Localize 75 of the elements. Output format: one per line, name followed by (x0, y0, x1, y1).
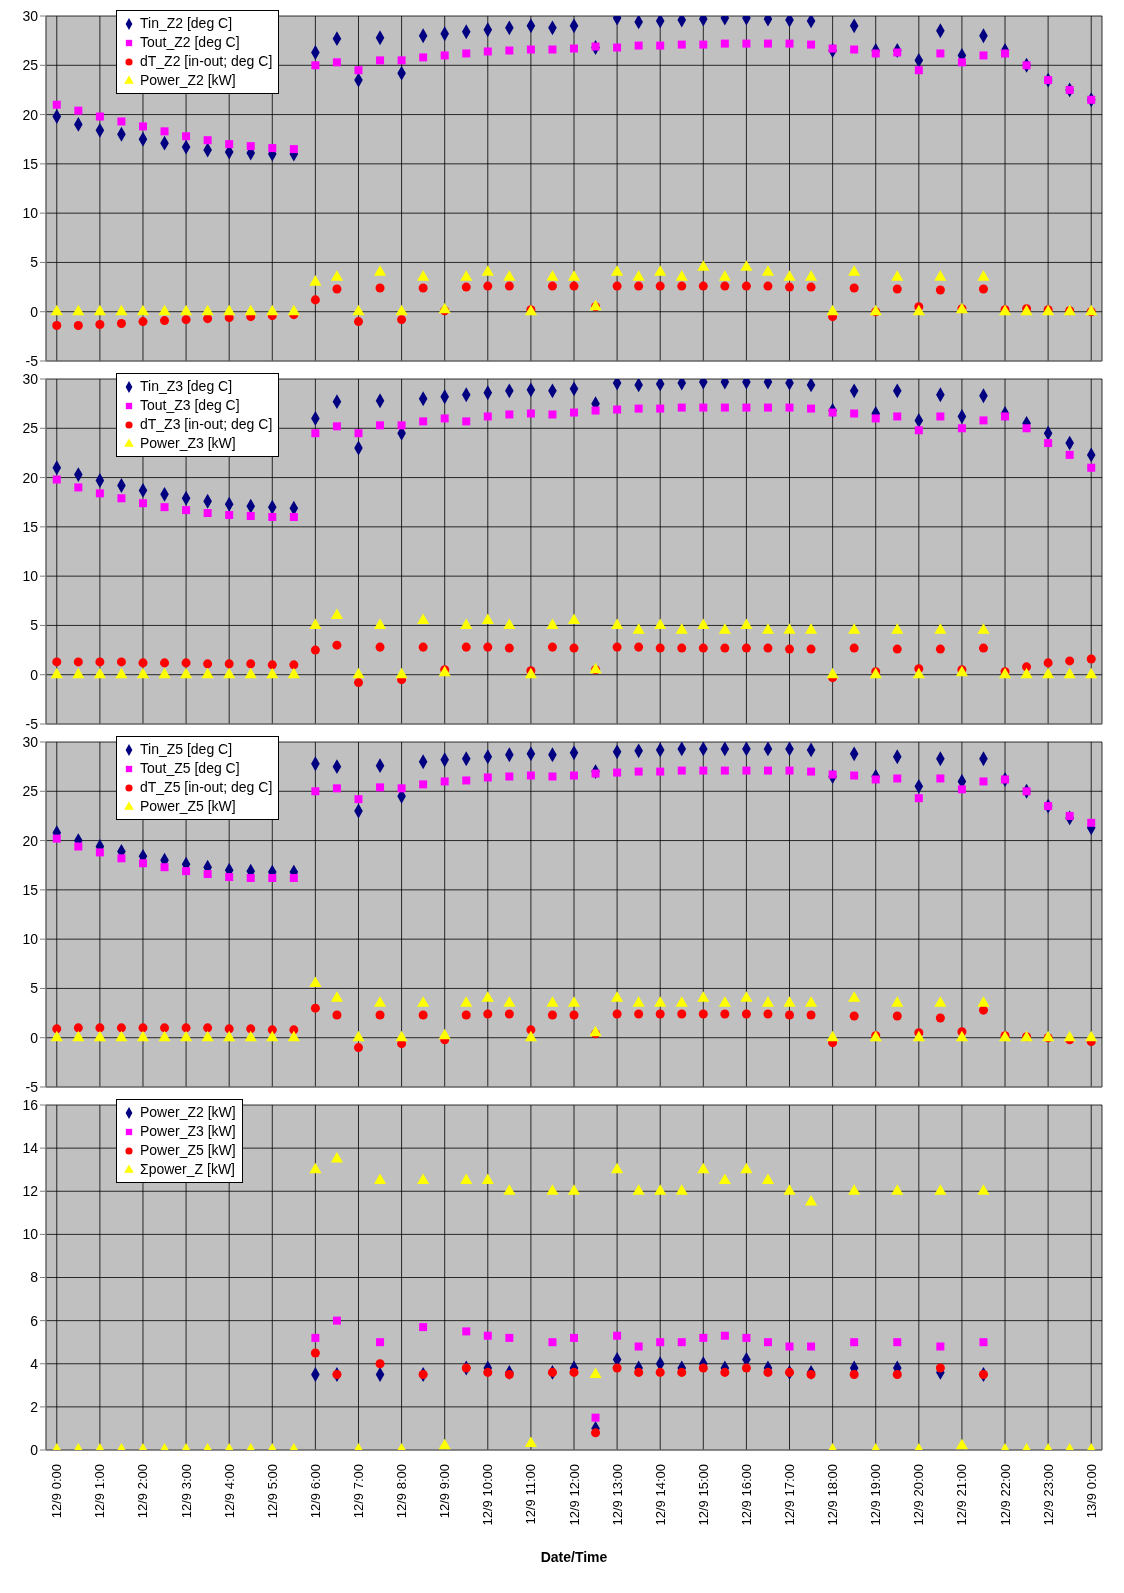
y-tick-label: 15 (22, 155, 39, 172)
y-tick-label: -5 (25, 352, 39, 369)
x-tick-label: 12/9 1:00 (92, 1464, 108, 1519)
y-tick-label: 25 (22, 57, 39, 74)
y-tick-label: -5 (25, 715, 39, 732)
x-tick-label: 12/9 2:00 (135, 1464, 151, 1519)
y-tick-label: 30 (22, 370, 39, 387)
legend-label: Tout_Z3 [deg C] (140, 396, 240, 415)
legend-label: Tout_Z2 [deg C] (140, 33, 240, 52)
y-tick-label: 5 (30, 254, 39, 271)
y-tick-label: 25 (22, 420, 39, 437)
legend-label: Tout_Z5 [deg C] (140, 759, 240, 778)
x-tick-label: 12/9 16:00 (738, 1464, 754, 1526)
y-tick-label: 0 (30, 1029, 39, 1046)
y-tick-label: 30 (22, 733, 39, 750)
x-tick-label: 12/9 23:00 (1040, 1464, 1056, 1526)
x-axis-title: Date/Time (540, 1549, 608, 1565)
y-tick-label: 14 (22, 1140, 39, 1157)
y-tick-label: 10 (22, 205, 39, 222)
x-tick-label: 13/9 0:00 (1083, 1464, 1099, 1519)
y-tick-label: 0 (30, 1441, 39, 1458)
y-tick-label: 0 (30, 666, 39, 683)
x-tick-label: 12/9 19:00 (868, 1464, 884, 1526)
y-tick-label: 8 (30, 1269, 39, 1286)
y-tick-label: 4 (30, 1355, 39, 1372)
legend-label: Power_Z2 [kW] (140, 71, 236, 90)
legend-label: dT_Z5 [in-out; deg C] (140, 778, 273, 797)
legend-label: dT_Z3 [in-out; deg C] (140, 415, 273, 434)
x-tick-label: 12/9 10:00 (480, 1464, 496, 1526)
x-tick-label: 12/9 4:00 (221, 1464, 237, 1519)
x-tick-label: 12/9 6:00 (307, 1464, 323, 1519)
legend-label: Tin_Z5 [deg C] (140, 740, 233, 759)
y-tick-label: 20 (22, 106, 39, 123)
y-tick-label: 30 (22, 7, 39, 24)
y-tick-label: 0 (30, 303, 39, 320)
x-tick-label: 12/9 21:00 (954, 1464, 970, 1526)
y-tick-label: 25 (22, 783, 39, 800)
legend-label: dT_Z2 [in-out; deg C] (140, 52, 273, 71)
x-tick-label: 12/9 20:00 (911, 1464, 927, 1526)
y-tick-label: 10 (22, 931, 39, 948)
y-tick-label: 10 (22, 568, 39, 585)
x-tick-label: 12/9 14:00 (652, 1464, 668, 1526)
x-tick-label: 12/9 12:00 (566, 1464, 582, 1526)
y-tick-label: 5 (30, 617, 39, 634)
x-tick-label: 12/9 9:00 (437, 1464, 453, 1519)
x-tick-label: 12/9 18:00 (825, 1464, 841, 1526)
legend-label: Power_Z5 [kW] (140, 797, 236, 816)
y-tick-label: -5 (25, 1078, 39, 1095)
y-tick-label: 5 (30, 980, 39, 997)
y-tick-label: 2 (30, 1398, 39, 1415)
y-tick-label: 15 (22, 881, 39, 898)
legend-label: Power_Z5 [kW] (140, 1141, 236, 1160)
x-tick-label: 12/9 22:00 (997, 1464, 1013, 1526)
legend-label: Σpower_Z [kW] (140, 1160, 236, 1179)
x-tick-label: 12/9 13:00 (609, 1464, 625, 1526)
legend-label: Tin_Z3 [deg C] (140, 377, 233, 396)
x-tick-label: 12/9 11:00 (523, 1464, 539, 1525)
y-tick-label: 15 (22, 518, 39, 535)
y-tick-label: 6 (30, 1312, 39, 1329)
x-tick-label: 12/9 3:00 (178, 1464, 194, 1519)
legend-label: Power_Z3 [kW] (140, 1122, 236, 1141)
x-tick-label: 12/9 5:00 (264, 1464, 280, 1519)
x-tick-label: 12/9 7:00 (350, 1464, 366, 1519)
x-tick-label: 12/9 15:00 (695, 1464, 711, 1526)
y-tick-label: 20 (22, 469, 39, 486)
y-tick-label: 12 (22, 1183, 39, 1200)
legend-label: Power_Z3 [kW] (140, 434, 236, 453)
y-tick-label: 10 (22, 1226, 39, 1243)
x-tick-label: 12/9 8:00 (394, 1464, 410, 1519)
legend-label: Tin_Z2 [deg C] (140, 14, 233, 33)
y-tick-label: 16 (22, 1096, 39, 1113)
legend-label: Power_Z2 [kW] (140, 1103, 236, 1122)
x-tick-label: 12/9 17:00 (782, 1464, 798, 1526)
x-tick-label: 12/9 0:00 (49, 1464, 65, 1519)
y-tick-label: 20 (22, 832, 39, 849)
